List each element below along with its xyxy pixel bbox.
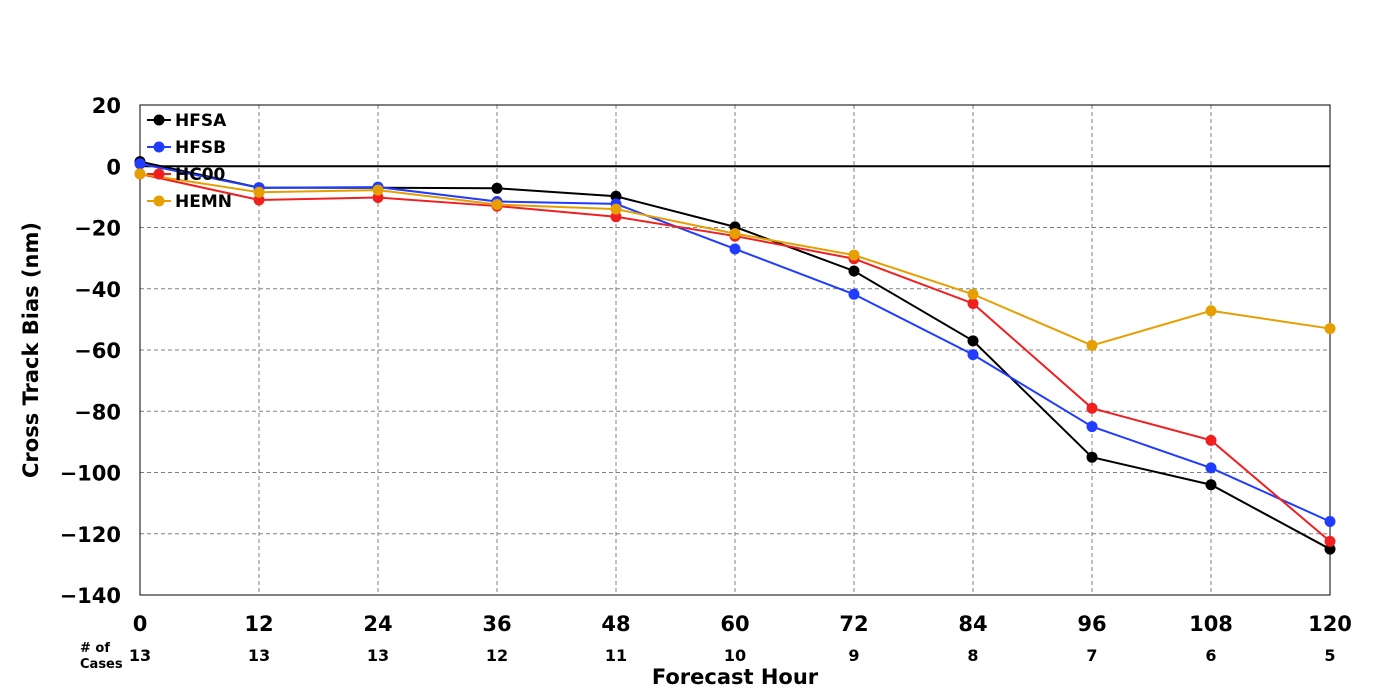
- y-axis-title: Cross Track Bias (nm): [19, 222, 43, 478]
- series-hemn: [134, 168, 1336, 351]
- cases-count: 6: [1205, 646, 1216, 665]
- x-tick-label: 12: [244, 612, 273, 636]
- legend-item-hemn: HEMN: [147, 192, 232, 212]
- data-point-hemn: [967, 288, 979, 300]
- x-tick-label: 0: [133, 612, 148, 636]
- legend-label: HFSA: [175, 111, 227, 131]
- data-point-hfsa: [491, 182, 503, 194]
- legend-swatch-marker: [153, 114, 165, 126]
- data-point-hfsb: [134, 158, 146, 170]
- cases-count: 9: [848, 646, 859, 665]
- y-tick-label: −120: [60, 523, 121, 547]
- legend-swatch-marker: [153, 168, 165, 180]
- legend-label: HC00: [175, 165, 226, 185]
- plot-frame: [139, 104, 1331, 596]
- cases-caption-line: Cases: [80, 657, 123, 672]
- data-point-hemn: [848, 249, 860, 261]
- data-point-hc00: [1086, 402, 1098, 414]
- legend-item-hfsa: HFSA: [147, 111, 227, 131]
- data-point-hemn: [1324, 323, 1336, 335]
- x-tick-label: 48: [601, 612, 630, 636]
- cases-count: 5: [1324, 646, 1335, 665]
- cases-count: 13: [248, 646, 270, 665]
- y-tick-label: −80: [74, 400, 121, 424]
- data-point-hemn: [372, 184, 384, 196]
- cases-count: 8: [967, 646, 978, 665]
- data-point-hemn: [491, 199, 503, 211]
- x-tick-label: 60: [720, 612, 749, 636]
- data-point-hfsa: [967, 335, 979, 347]
- data-point-hemn: [1205, 305, 1217, 317]
- cases-caption-line: # of: [80, 641, 110, 656]
- y-tick-label: −60: [74, 339, 121, 363]
- cases-caption: # of Cases: [80, 641, 123, 672]
- data-point-hemn: [134, 168, 146, 180]
- data-point-hfsb: [848, 288, 860, 300]
- y-tick-label: −140: [60, 584, 121, 608]
- legend-swatch-marker: [153, 141, 165, 153]
- y-tick-label: 0: [106, 155, 121, 179]
- data-point-hfsb: [1086, 421, 1098, 433]
- data-point-hfsa: [1324, 543, 1336, 555]
- x-tick-labels: 0 12 24 36 48 60 72 84 96 108 120: [133, 612, 1352, 636]
- x-tick-label: 72: [839, 612, 868, 636]
- data-point-hc00: [253, 194, 265, 206]
- data-point-hemn: [610, 203, 622, 215]
- y-tick-label: 20: [92, 94, 121, 118]
- legend-swatch-marker: [153, 195, 165, 207]
- data-point-hfsa: [1205, 479, 1217, 491]
- data-point-hfsb: [1324, 516, 1336, 527]
- data-point-hc00: [1205, 434, 1217, 446]
- cases-count: 13: [129, 646, 151, 665]
- x-tick-label: 96: [1077, 612, 1106, 636]
- x-axis-title: Forecast Hour: [652, 665, 819, 689]
- data-point-hfsb: [729, 243, 741, 255]
- data-point-hfsa: [610, 190, 622, 202]
- legend-item-hc00: HC00: [147, 165, 226, 185]
- y-tick-label: −20: [74, 217, 121, 241]
- x-tick-label: 84: [958, 612, 987, 636]
- series-hfsa: [134, 156, 1336, 555]
- data-point-hfsb: [1205, 462, 1217, 474]
- series-layer: [134, 156, 1336, 555]
- legend-label: HEMN: [175, 192, 232, 212]
- data-point-hc00: [1324, 535, 1336, 547]
- x-tick-label: 24: [363, 612, 392, 636]
- cases-count: 13: [367, 646, 389, 665]
- x-tick-label: 108: [1189, 612, 1233, 636]
- legend: HFSA HFSB HC00 HEMN: [147, 111, 232, 212]
- legend-label: HFSB: [175, 138, 226, 158]
- legend-item-hfsb: HFSB: [147, 138, 226, 158]
- data-point-hfsa: [1086, 451, 1098, 463]
- data-point-hemn: [1086, 339, 1098, 351]
- data-point-hemn: [253, 186, 265, 198]
- data-point-hemn: [729, 228, 741, 240]
- cases-row: # of Cases 13 13 13 12 11 10 9 8 7 6 5: [80, 641, 1336, 672]
- y-tick-label: −40: [74, 278, 121, 302]
- data-point-hc00: [967, 297, 979, 309]
- cases-count: 11: [605, 646, 627, 665]
- y-tick-labels: 20 0 −20 −40 −60 −80 −100 −120 −140: [60, 94, 121, 608]
- cases-count: 12: [486, 646, 508, 665]
- data-point-hfsa: [848, 265, 860, 277]
- y-tick-label: −100: [60, 462, 121, 486]
- data-point-hc00: [610, 211, 622, 223]
- grid-layer: [140, 105, 1330, 595]
- data-point-hfsb: [967, 349, 979, 361]
- x-tick-label: 120: [1308, 612, 1352, 636]
- cases-count: 10: [724, 646, 746, 665]
- x-tick-label: 36: [482, 612, 511, 636]
- cases-count: 7: [1086, 646, 1097, 665]
